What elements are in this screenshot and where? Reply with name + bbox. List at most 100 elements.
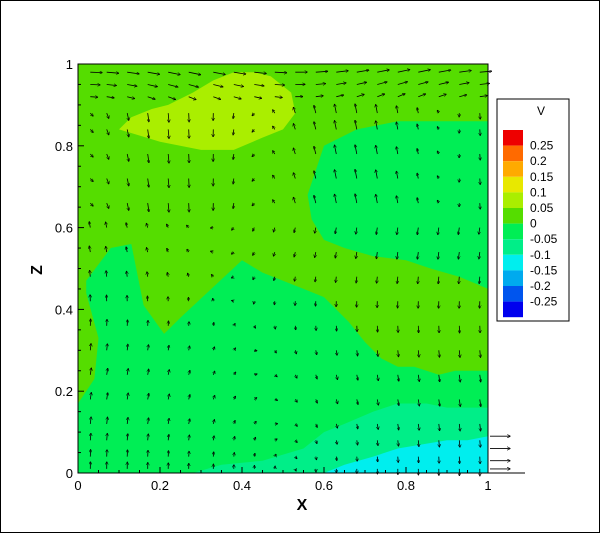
vector-arrow: [274, 251, 275, 256]
vector-arrow: [335, 170, 337, 179]
vector-arrow: [106, 97, 114, 98]
vector-arrow: [335, 194, 337, 204]
vector-arrow: [356, 94, 364, 98]
vector-arrow: [213, 84, 223, 87]
vector-arrow: [295, 276, 296, 281]
vector-arrow: [356, 227, 357, 234]
vector-arrow: [146, 223, 147, 228]
vector-arrow: [479, 252, 480, 259]
vector-arrow: [127, 369, 128, 375]
vector-arrow: [398, 350, 399, 356]
vector-arrow: [233, 178, 234, 184]
vector-arrow: [315, 276, 316, 282]
vector-arrow: [148, 418, 149, 424]
vector-arrow: [252, 203, 254, 206]
vector-arrow: [168, 113, 169, 122]
vector-arrow: [377, 94, 384, 98]
vector-arrow: [213, 347, 214, 351]
vector-arrow: [316, 374, 317, 379]
vector-arrow: [189, 419, 190, 424]
vector-arrow: [213, 71, 225, 74]
vector-arrow: [90, 433, 91, 441]
vector-arrow: [418, 440, 419, 446]
vector-arrow: [188, 71, 201, 75]
vector-arrow: [418, 374, 419, 382]
vector-arrow: [90, 417, 91, 424]
vector-arrow: [314, 171, 317, 179]
vector-arrow: [187, 225, 189, 227]
vector-arrow: [376, 146, 378, 155]
legend-label: 0.1: [530, 185, 547, 199]
vector-arrow: [376, 252, 377, 259]
vector-arrow: [417, 149, 418, 155]
vector-arrow: [439, 374, 440, 382]
vector-arrow: [376, 121, 378, 130]
vector-arrow: [232, 228, 234, 230]
vector-arrow: [106, 85, 117, 86]
vector-arrow: [439, 440, 440, 447]
vector-arrow: [106, 129, 109, 134]
vector-arrow: [336, 350, 337, 355]
vector-arrow: [148, 178, 149, 188]
vector-arrow: [336, 423, 337, 428]
vector-arrow: [397, 70, 410, 73]
vector-arrow: [90, 178, 93, 182]
vector-arrow: [396, 147, 397, 155]
vector-arrow: [417, 198, 418, 204]
vector-arrow: [233, 71, 246, 74]
legend-swatch: [503, 254, 523, 271]
vector-arrow: [106, 247, 107, 253]
vector-arrow: [314, 106, 317, 114]
vector-arrow: [148, 129, 149, 138]
legend-swatch: [503, 208, 523, 224]
legend-swatch: [503, 223, 523, 240]
vector-arrow: [396, 196, 397, 204]
vector-arrow: [480, 350, 481, 357]
vector-arrow: [294, 227, 295, 233]
vector-arrow: [397, 94, 405, 98]
vector-arrow: [438, 227, 439, 235]
vector-arrow: [336, 440, 337, 444]
vector-arrow: [356, 70, 369, 73]
vector-arrow: [127, 344, 128, 351]
vector-arrow: [106, 72, 119, 73]
vector-arrow: [295, 399, 297, 402]
x-axis-label: X: [297, 497, 308, 514]
vector-arrow: [357, 350, 358, 356]
vector-arrow: [357, 440, 358, 445]
vector-arrow: [357, 399, 358, 404]
vector-arrow: [254, 72, 266, 73]
vector-arrow: [458, 227, 459, 235]
vector-arrow: [213, 436, 214, 441]
vector-arrow: [254, 301, 255, 304]
vector-arrow: [254, 421, 256, 424]
vector-arrow: [127, 129, 129, 136]
vector-arrow: [398, 374, 399, 381]
vector-arrow: [275, 350, 277, 353]
vector-arrow: [316, 350, 317, 354]
vector-arrow: [274, 97, 282, 98]
legend-label: -0.25: [530, 295, 558, 309]
vector-arrow: [437, 200, 438, 203]
vector-arrow: [90, 129, 93, 132]
vector-arrow: [252, 129, 254, 132]
vector-arrow: [293, 124, 295, 130]
vector-arrow: [438, 82, 449, 85]
vector-arrow: [167, 248, 168, 253]
vector-arrow: [377, 82, 387, 85]
vector-arrow: [213, 323, 214, 326]
vector-arrow: [275, 325, 276, 329]
vector-arrow: [479, 96, 487, 97]
legend-label: -0.1: [530, 248, 551, 262]
vector-arrow: [356, 252, 357, 258]
vector-arrow: [148, 153, 149, 163]
vector-arrow: [213, 396, 214, 400]
vector-arrow: [273, 200, 275, 204]
y-tick-label: 0.6: [55, 221, 73, 236]
vector-arrow: [187, 249, 189, 252]
vector-arrow: [107, 417, 108, 424]
vector-arrow: [459, 374, 460, 382]
vector-arrow: [167, 224, 169, 228]
vector-arrow: [356, 276, 357, 283]
vector-arrow: [293, 107, 295, 114]
